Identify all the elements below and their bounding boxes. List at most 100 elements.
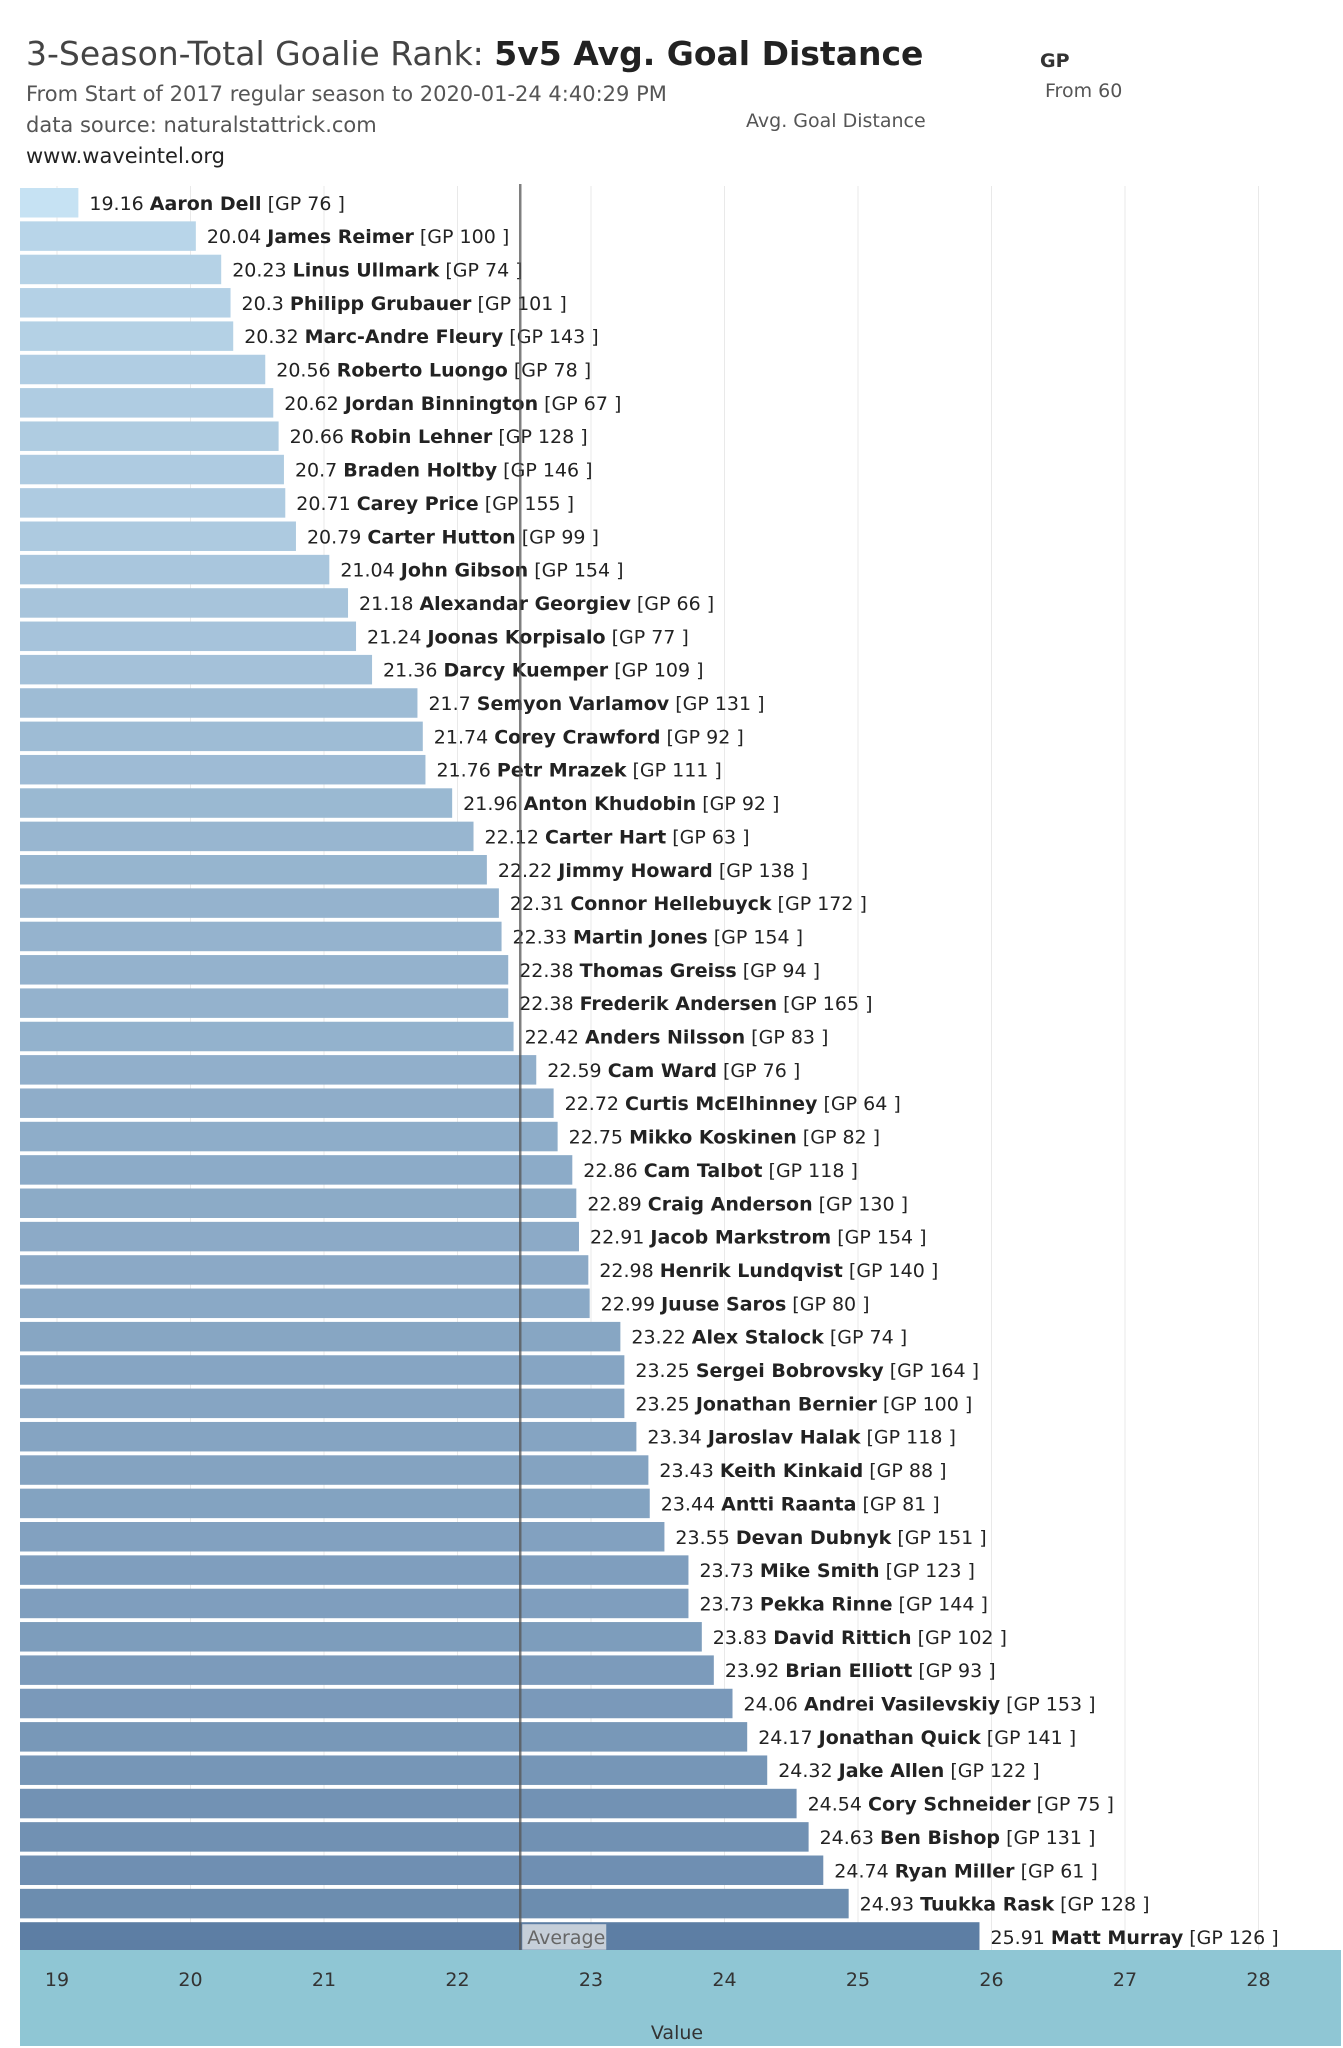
bar-label: 22.91 Jacob Markstrom [GP 154 ]	[590, 1227, 927, 1249]
bar-label: 22.33 Martin Jones [GP 154 ]	[513, 926, 804, 948]
bar-label: 23.73 Pekka Rinne [GP 144 ]	[699, 1593, 987, 1615]
bar	[20, 754, 426, 785]
bar	[20, 188, 79, 218]
x-tick-label: 21	[312, 1969, 336, 1991]
bar-label: 21.36 Darcy Kuemper [GP 109 ]	[383, 660, 704, 682]
x-axis-title: Value	[651, 2022, 703, 2044]
bar	[20, 1522, 665, 1552]
website-link[interactable]: www.waveintel.org	[26, 144, 225, 168]
bar-label: 21.18 Alexandar Georgiev [GP 66 ]	[359, 593, 714, 615]
bar-label: 23.25 Sergei Bobrovsky [GP 164 ]	[635, 1360, 979, 1382]
bar-label: 22.59 Cam Ward [GP 76 ]	[547, 1060, 800, 1082]
bar-label: 20.04 James Reimer [GP 100 ]	[207, 226, 509, 248]
bar	[20, 1822, 809, 1852]
bar-label: 25.91 Matt Murray [GP 126 ]	[990, 1927, 1278, 1949]
title-prefix: 3-Season-Total Goalie Rank:	[26, 34, 495, 73]
bar-label: 21.04 John Gibson [GP 154 ]	[340, 560, 623, 582]
bar-label: 22.42 Anders Nilsson [GP 83 ]	[525, 1027, 829, 1049]
bar	[20, 721, 423, 752]
bar-label: 24.63 Ben Bishop [GP 131 ]	[820, 1827, 1096, 1849]
bar	[20, 454, 284, 485]
title-metric: 5v5 Avg. Goal Distance	[494, 34, 924, 73]
bar-label: 19.16 Aaron Dell [GP 76 ]	[89, 193, 345, 215]
x-tick-label: 25	[846, 1969, 870, 1991]
bar	[20, 788, 453, 818]
x-axis-band	[20, 1950, 1341, 2046]
bar-label: 24.06 Andrei Vasilevskiy [GP 153 ]	[744, 1694, 1096, 1716]
bar	[20, 1255, 589, 1285]
bar-label: 22.98 Henrik Lundqvist [GP 140 ]	[599, 1260, 938, 1282]
bar	[20, 1388, 625, 1419]
bar-label: 20.62 Jordan Binnington [GP 67 ]	[284, 393, 621, 415]
bar	[20, 588, 349, 618]
bar	[20, 221, 196, 251]
bar-label: 22.38 Thomas Greiss [GP 94 ]	[519, 960, 820, 982]
bar	[20, 1055, 537, 1085]
bar	[20, 888, 499, 918]
bar	[20, 554, 330, 585]
bar	[20, 254, 222, 285]
x-tick-label: 26	[979, 1969, 1003, 1991]
bar	[20, 1622, 702, 1652]
bar	[20, 855, 487, 885]
bar	[20, 1121, 558, 1152]
color-legend-title: Avg. Goal Distance	[746, 110, 926, 132]
x-tick-label: 22	[445, 1969, 469, 1991]
bar-label: 22.89 Craig Anderson [GP 130 ]	[587, 1193, 908, 1215]
bar	[20, 1155, 573, 1185]
bar-label: 20.66 Robin Lehner [GP 128 ]	[290, 426, 588, 448]
bar-label: 23.44 Antti Raanta [GP 81 ]	[661, 1493, 940, 1515]
bar	[20, 1722, 748, 1752]
x-tick-label: 23	[579, 1969, 603, 1991]
bar-label: 23.43 Keith Kinkaid [GP 88 ]	[659, 1460, 946, 1482]
bar-label: 23.55 Devan Dubnyk [GP 151 ]	[675, 1527, 986, 1549]
bar	[20, 1855, 824, 1885]
bar-label: 23.34 Jaroslav Halak [GP 118 ]	[647, 1427, 955, 1449]
bar-label: 24.93 Tuukka Rask [GP 128 ]	[860, 1894, 1150, 1916]
bar	[20, 354, 266, 385]
bar	[20, 1188, 577, 1218]
bar-label: 21.24 Joonas Korpisalo [GP 77 ]	[367, 626, 689, 648]
bar	[20, 1588, 689, 1619]
bar-label: 22.12 Carter Hart [GP 63 ]	[485, 826, 750, 848]
bar-label: 24.74 Ryan Miller [GP 61 ]	[834, 1860, 1098, 1882]
bar	[20, 1088, 554, 1118]
bar-label: 20.3 Philipp Grubauer [GP 101 ]	[242, 293, 567, 315]
gp-filter-title: GP	[1040, 50, 1070, 72]
bar	[20, 521, 296, 551]
x-tick-label: 20	[178, 1969, 202, 1991]
bar	[20, 1688, 733, 1719]
bar	[20, 1221, 579, 1252]
bar-label: 21.96 Anton Khudobin [GP 92 ]	[463, 793, 779, 815]
bar-label: 20.7 Braden Holtby [GP 146 ]	[295, 460, 593, 482]
bar	[20, 988, 509, 1018]
bar	[20, 1488, 650, 1519]
bar-label: 22.38 Frederik Andersen [GP 165 ]	[519, 993, 872, 1015]
bar-label: 20.79 Carter Hutton [GP 99 ]	[307, 526, 599, 548]
bar	[20, 821, 474, 852]
bar	[20, 321, 234, 351]
gp-filter-value[interactable]: From 60	[1045, 80, 1123, 102]
bar-label: 24.32 Jake Allen [GP 122 ]	[778, 1760, 1040, 1782]
x-tick-label: 19	[45, 1969, 69, 1991]
bar	[20, 1755, 768, 1785]
bar-label: 23.92 Brian Elliott [GP 93 ]	[725, 1660, 996, 1682]
bar-label: 22.72 Curtis McElhinney [GP 64 ]	[565, 1093, 901, 1115]
bar-label: 21.7 Semyon Varlamov [GP 131 ]	[428, 693, 764, 715]
bar-label: 20.23 Linus Ullmark [GP 74 ]	[232, 259, 522, 281]
bar	[20, 488, 286, 518]
bar-label: 24.54 Cory Schneider [GP 75 ]	[808, 1794, 1114, 1816]
bar	[20, 1922, 980, 1952]
x-tick-label: 28	[1246, 1969, 1270, 1991]
bar-label: 20.56 Roberto Luongo [GP 78 ]	[276, 360, 591, 382]
bar-label: 22.75 Mikko Koskinen [GP 82 ]	[569, 1127, 880, 1149]
bar	[20, 421, 279, 451]
average-label: Average	[527, 1927, 605, 1949]
bar-label: 23.25 Jonathan Bernier [GP 100 ]	[635, 1393, 972, 1415]
bar-label: 24.17 Jonathan Quick [GP 141 ]	[758, 1727, 1076, 1749]
bar-label: 21.76 Petr Mrazek [GP 111 ]	[436, 760, 721, 782]
x-tick-label: 27	[1113, 1969, 1137, 1991]
bar-label: 22.99 Juuse Saros [GP 80 ]	[601, 1293, 870, 1315]
bar	[20, 288, 231, 318]
